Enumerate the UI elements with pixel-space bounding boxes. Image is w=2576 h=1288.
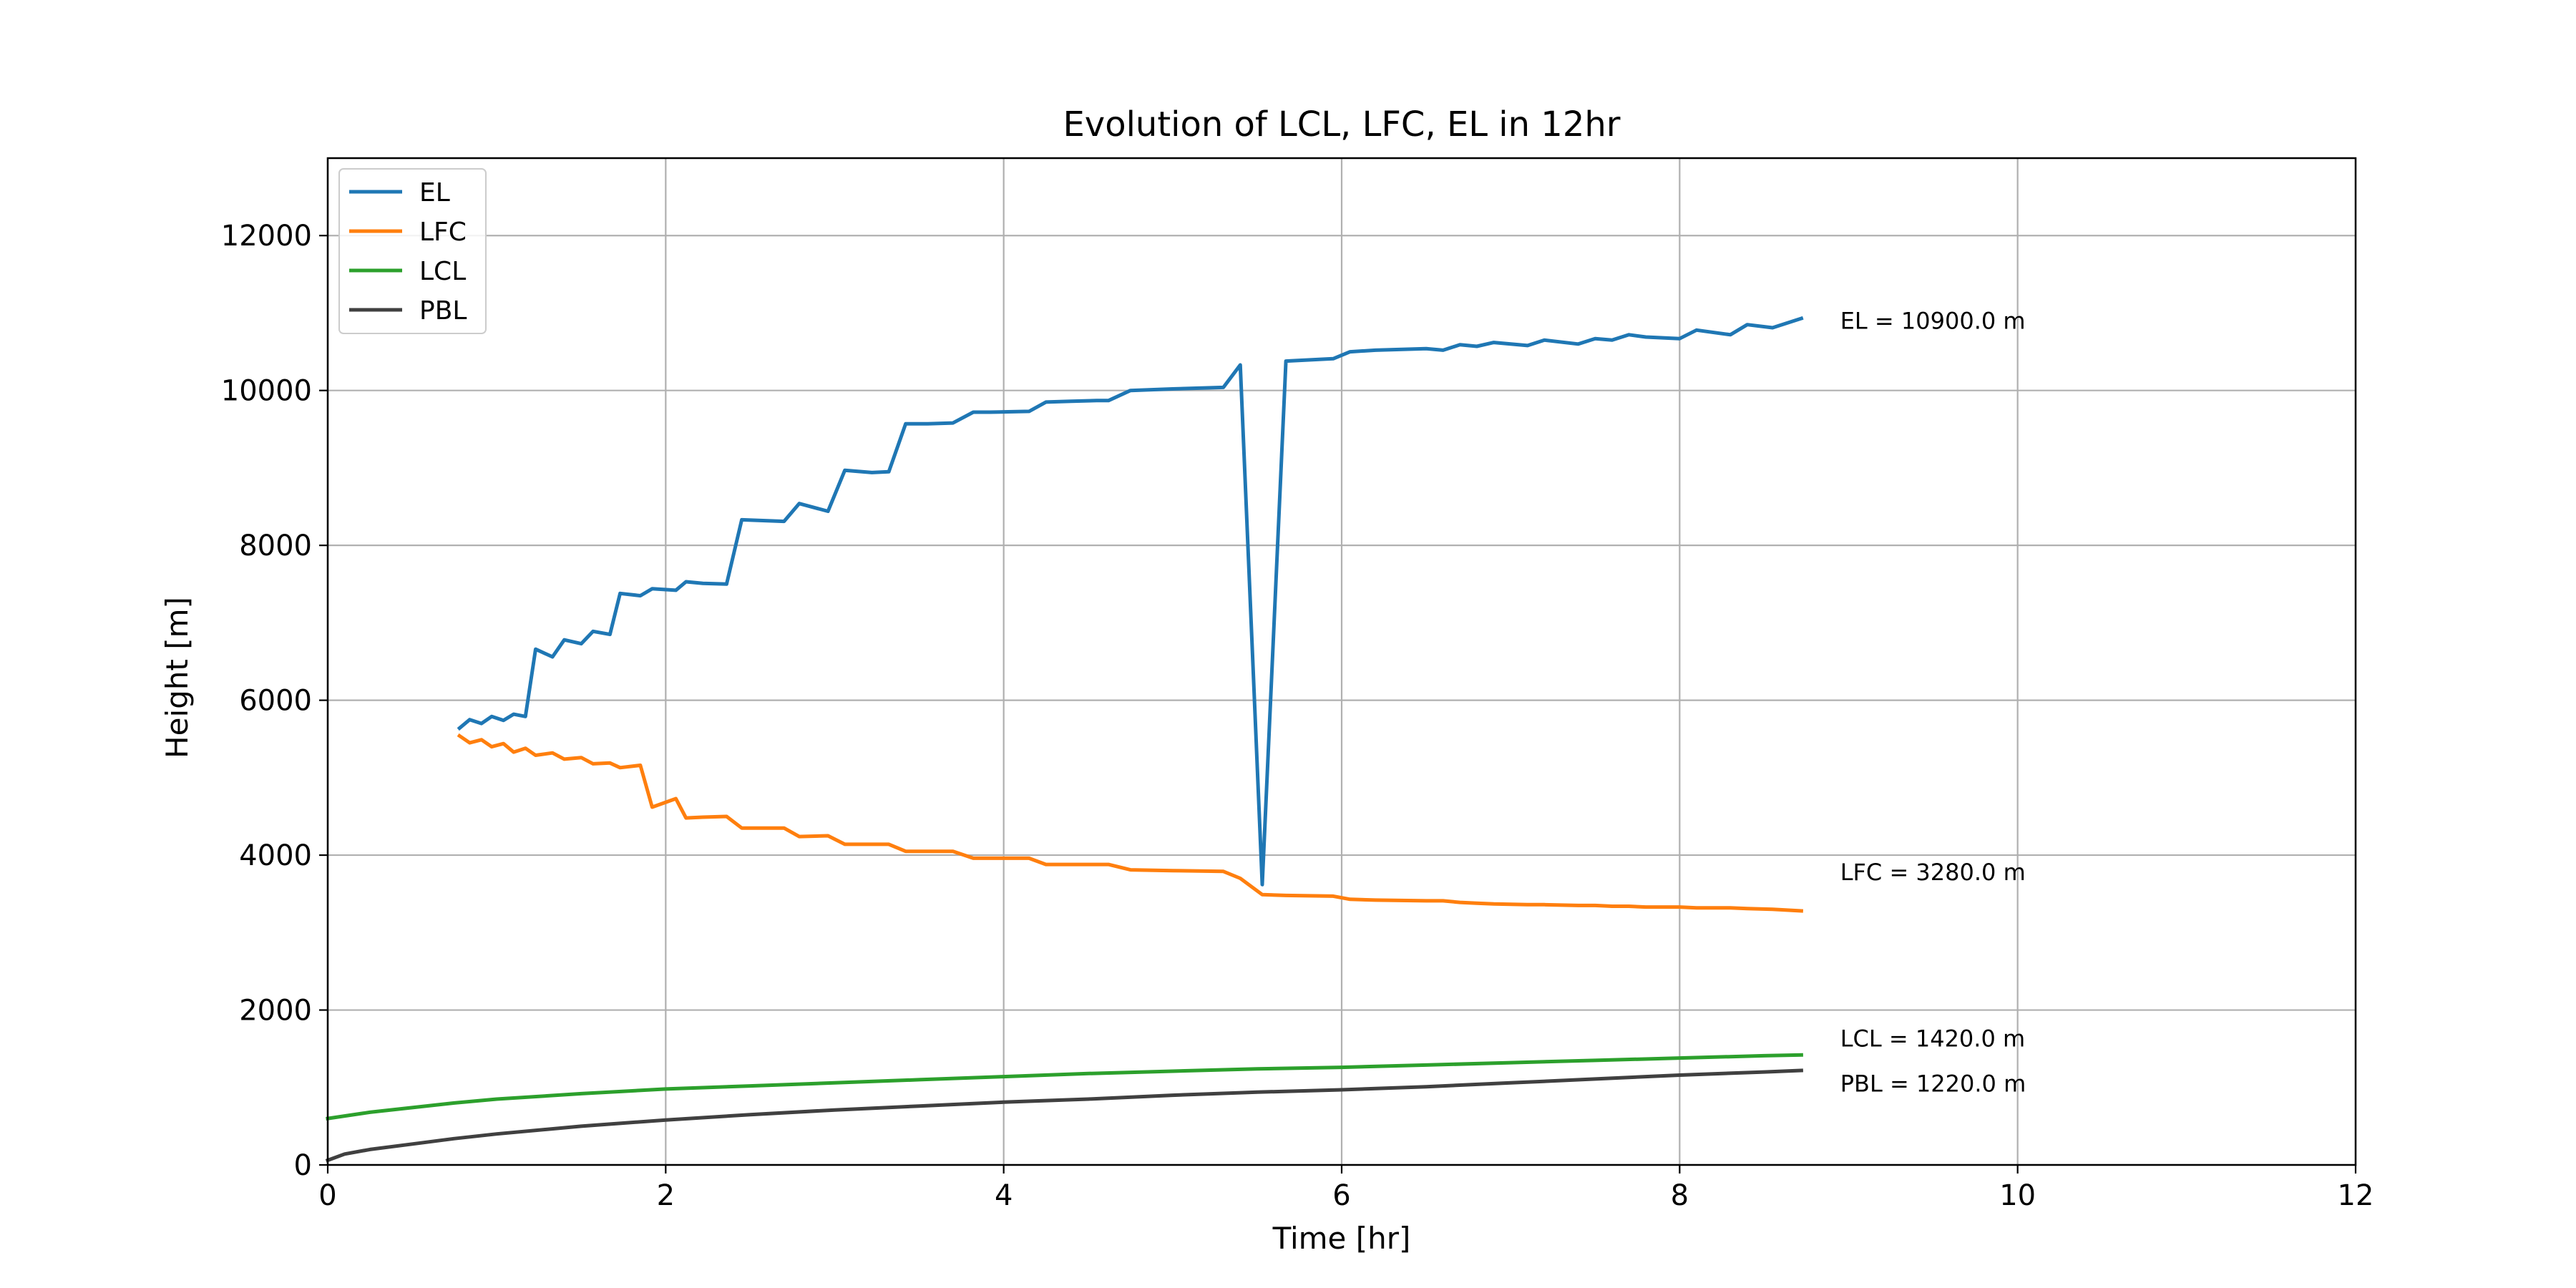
x-tick-label: 4 bbox=[995, 1179, 1013, 1212]
y-tick-label: 2000 bbox=[239, 995, 312, 1028]
annotation-label: LFC = 3280.0 m bbox=[1840, 859, 2026, 886]
series-pbl bbox=[325, 1068, 1803, 1163]
annotation-label: LCL = 1420.0 m bbox=[1840, 1025, 2025, 1053]
y-tick-label: 10000 bbox=[221, 375, 312, 408]
axis-ticks: 0 2 4 6 8 10 12 0 2000 4000 6000 8000 10000 12000 bbox=[221, 220, 2374, 1212]
y-tick-label: 6000 bbox=[239, 685, 312, 718]
annotation-label: PBL = 1220.0 m bbox=[1840, 1070, 2026, 1097]
grid bbox=[326, 158, 2357, 1166]
chart-title: Evolution of LCL, LFC, EL in 12hr bbox=[1063, 104, 1620, 145]
y-tick-label: 4000 bbox=[239, 839, 312, 872]
legend-label-lfc: LFC bbox=[419, 218, 467, 247]
legend: EL LFC LCL PBL bbox=[338, 168, 487, 334]
series-line-el bbox=[457, 316, 1804, 887]
x-axis-label: Time [hr] bbox=[1272, 1221, 1411, 1256]
series-line-pbl bbox=[325, 1068, 1803, 1163]
x-tick-label: 0 bbox=[318, 1179, 336, 1212]
x-tick-label: 2 bbox=[657, 1179, 675, 1212]
series-el bbox=[457, 316, 1804, 887]
legend-box bbox=[338, 168, 487, 334]
x-tick-label: 12 bbox=[2338, 1179, 2374, 1212]
y-axis-label: Height [m] bbox=[160, 597, 195, 758]
legend-label-el: EL bbox=[419, 178, 450, 208]
series-line-lfc bbox=[457, 733, 1804, 913]
x-tick-label: 10 bbox=[1999, 1179, 2036, 1212]
y-tick-label: 12000 bbox=[221, 220, 312, 253]
series-line-lcl bbox=[326, 1053, 1803, 1121]
legend-label-lcl: LCL bbox=[419, 257, 466, 286]
annotations: EL = 10900.0 m LFC = 3280.0 m LCL = 1420.0… bbox=[1840, 307, 2026, 1097]
y-tick-label: 0 bbox=[294, 1149, 312, 1182]
series-lines bbox=[325, 316, 1804, 1163]
x-tick-label: 8 bbox=[1671, 1179, 1689, 1212]
legend-label-pbl: PBL bbox=[419, 296, 467, 326]
x-tick-label: 6 bbox=[1332, 1179, 1350, 1212]
y-tick-label: 8000 bbox=[239, 530, 312, 562]
series-lcl bbox=[326, 1053, 1803, 1121]
annotation-label: EL = 10900.0 m bbox=[1840, 307, 2026, 334]
series-lfc bbox=[457, 733, 1804, 913]
